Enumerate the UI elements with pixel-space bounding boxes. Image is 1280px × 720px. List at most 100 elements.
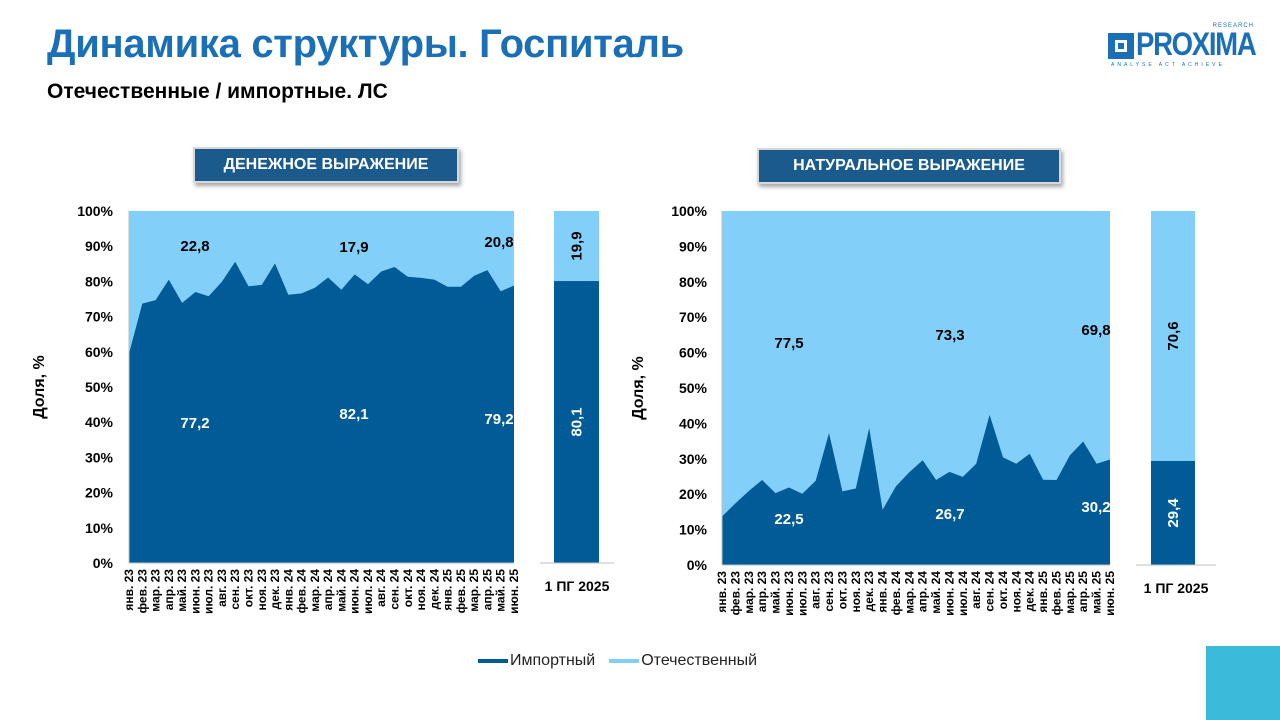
x-tick-label-0: апр. 24 xyxy=(321,569,335,611)
x-tick-label-0: сен. 23 xyxy=(228,569,242,610)
x-tick-label-0: авг. 24 xyxy=(374,569,388,607)
x-tick-label-0: мар. 24 xyxy=(308,569,322,612)
y-tick-label-0: 80% xyxy=(85,273,114,289)
chart-legend: Импортный Отечественный xyxy=(478,652,771,670)
y-tick-label-0: 90% xyxy=(85,238,114,254)
y-tick-label-1: 50% xyxy=(679,380,708,396)
x-tick-label-1: мар. 23 xyxy=(742,571,756,614)
y-tick-label-1: 40% xyxy=(679,415,708,431)
summary-label-import-0: 80,1 xyxy=(569,407,586,436)
legend-item-import: Импортный xyxy=(478,652,595,670)
x-tick-label-1: янв. 23 xyxy=(715,571,729,613)
y-axis-title-1: Доля, % xyxy=(630,356,647,420)
y-tick-label-0: 60% xyxy=(85,344,114,360)
x-tick-label-1: окт. 23 xyxy=(835,571,849,610)
x-tick-label-0: дек. 24 xyxy=(427,569,441,610)
annotation-import-0: 79,2 xyxy=(484,411,513,428)
logo-wordmark: PROXIMA xyxy=(1136,26,1257,62)
annotation-import-1: 22,5 xyxy=(774,511,803,528)
chart-header-money: ДЕНЕЖНОЕ ВЫРАЖЕНИЕ xyxy=(193,147,459,183)
proxima-logo: PROXIMA RESEARCH ANALYSE ACT ACHIEVE xyxy=(1108,22,1258,70)
page-title: Динамика структуры. Госпиталь xyxy=(47,22,684,66)
x-tick-label-0: сен. 24 xyxy=(388,569,402,610)
page-subtitle: Отечественные / импортные. ЛС xyxy=(47,80,388,103)
series-import-area-0 xyxy=(129,261,514,563)
annotation-import-1: 30,2 xyxy=(1081,499,1110,516)
x-tick-label-1: июл. 24 xyxy=(956,571,970,616)
x-tick-label-0: окт. 23 xyxy=(241,569,255,608)
x-tick-label-0: фев. 23 xyxy=(135,569,149,614)
corner-accent xyxy=(1206,646,1280,720)
summary-category-label-1: 1 ПГ 2025 xyxy=(1144,580,1209,596)
summary-label-import-1: 29,4 xyxy=(1165,498,1182,528)
x-tick-label-1: мар. 24 xyxy=(902,571,916,614)
x-tick-label-1: авг. 23 xyxy=(809,571,823,609)
x-tick-label-0: фев. 24 xyxy=(295,569,309,614)
y-tick-label-0: 40% xyxy=(85,414,114,430)
annotation-domestic-0: 20,8 xyxy=(484,234,513,251)
summary-bar-domestic-0 xyxy=(554,211,599,282)
chart-header-units: НАТУРАЛЬНОЕ ВЫРАЖЕНИЕ xyxy=(757,148,1061,184)
x-tick-label-0: июл. 23 xyxy=(202,569,216,614)
y-tick-label-1: 100% xyxy=(671,203,707,219)
x-tick-label-0: мар. 25 xyxy=(467,569,481,612)
summary-bar-import-0 xyxy=(554,281,599,563)
x-tick-label-1: июн. 25 xyxy=(1103,571,1117,616)
x-tick-label-0: янв. 23 xyxy=(122,569,136,611)
annotation-domestic-0: 17,9 xyxy=(339,239,368,256)
summary-bar-import-1 xyxy=(1151,460,1195,565)
x-tick-label-1: ноя. 24 xyxy=(1009,571,1023,613)
x-tick-label-1: янв. 25 xyxy=(1036,571,1050,613)
x-tick-label-0: май. 23 xyxy=(175,569,189,612)
legend-label-domestic: Отечественный xyxy=(641,652,758,669)
y-tick-label-0: 70% xyxy=(85,309,114,325)
y-tick-label-1: 70% xyxy=(679,309,708,325)
legend-label-import: Импортный xyxy=(510,652,596,669)
x-tick-label-1: апр. 25 xyxy=(1076,571,1090,613)
summary-bar-domestic-1 xyxy=(1151,211,1195,461)
y-tick-label-0: 30% xyxy=(85,449,114,465)
y-tick-label-1: 60% xyxy=(679,345,708,361)
summary-category-label-0: 1 ПГ 2025 xyxy=(545,578,610,594)
annotation-domestic-0: 22,8 xyxy=(180,238,209,255)
x-tick-label-0: дек. 23 xyxy=(268,569,282,610)
logo-research: RESEARCH xyxy=(1212,23,1254,29)
legend-swatch-domestic xyxy=(609,659,640,663)
x-tick-label-1: май. 25 xyxy=(1090,571,1104,614)
y-tick-label-1: 20% xyxy=(679,486,708,502)
x-tick-label-1: дек. 24 xyxy=(1023,571,1037,612)
y-tick-label-1: 80% xyxy=(679,274,708,290)
y-tick-label-0: 50% xyxy=(85,379,114,395)
y-tick-label-1: 30% xyxy=(679,451,708,467)
x-tick-label-0: мар. 23 xyxy=(149,569,163,612)
x-tick-label-1: янв. 24 xyxy=(876,571,890,613)
x-tick-label-0: янв. 24 xyxy=(281,569,295,611)
x-tick-label-1: дек. 23 xyxy=(862,571,876,612)
logo-tagline: ANALYSE ACT ACHIEVE xyxy=(1111,62,1225,68)
x-tick-label-0: июн. 23 xyxy=(188,569,202,614)
y-tick-label-0: 100% xyxy=(77,203,113,219)
legend-item-domestic: Отечественный xyxy=(609,652,757,670)
x-tick-label-1: ноя. 23 xyxy=(849,571,863,613)
x-tick-label-0: фев. 25 xyxy=(454,569,468,614)
x-tick-label-0: апр. 23 xyxy=(162,569,176,611)
x-tick-label-1: апр. 24 xyxy=(916,571,930,613)
y-tick-label-0: 0% xyxy=(93,555,114,571)
x-tick-label-1: июл. 23 xyxy=(795,571,809,616)
x-tick-label-0: окт. 24 xyxy=(401,569,415,608)
x-tick-label-1: фев. 24 xyxy=(889,571,903,616)
logo-square-icon xyxy=(1108,33,1134,59)
annotation-import-0: 77,2 xyxy=(180,415,209,432)
annotation-domestic-1: 77,5 xyxy=(774,335,803,352)
x-tick-label-1: фев. 23 xyxy=(728,571,742,616)
y-tick-label-0: 20% xyxy=(85,485,114,501)
y-tick-label-1: 10% xyxy=(679,522,708,538)
y-tick-label-1: 90% xyxy=(679,238,708,254)
x-tick-label-1: фев. 25 xyxy=(1049,571,1063,616)
x-tick-label-1: май. 24 xyxy=(929,571,943,614)
x-tick-label-0: июн. 24 xyxy=(348,569,362,614)
x-tick-label-0: авг. 23 xyxy=(215,569,229,607)
x-tick-label-0: янв. 25 xyxy=(441,569,455,611)
x-tick-label-0: апр. 25 xyxy=(480,569,494,611)
